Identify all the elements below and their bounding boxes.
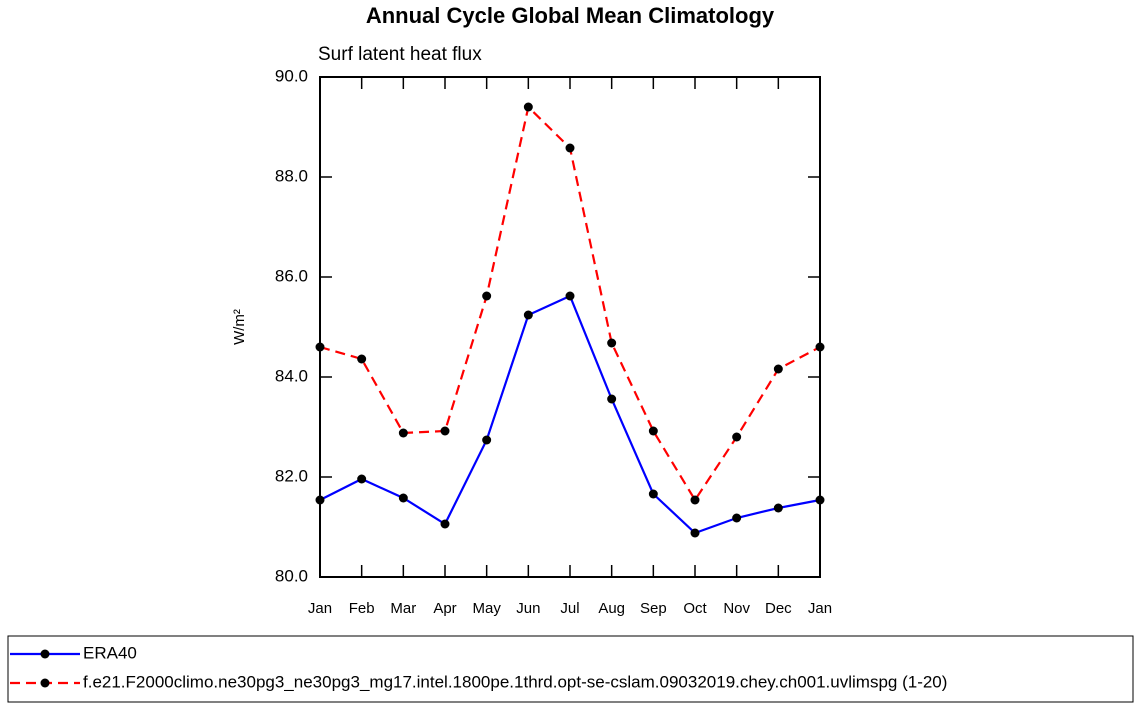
- data-point: [398, 493, 408, 503]
- legend-marker: [40, 678, 50, 688]
- data-point: [523, 102, 533, 112]
- y-tick-label: 84.0: [275, 366, 308, 385]
- data-point: [565, 143, 575, 153]
- y-tick-label: 80.0: [275, 566, 308, 585]
- data-point: [440, 426, 450, 436]
- y-tick-label: 90.0: [275, 66, 308, 85]
- x-tick-label: Dec: [765, 600, 792, 617]
- data-point: [732, 432, 742, 442]
- data-point: [607, 338, 617, 348]
- data-point: [773, 364, 783, 374]
- data-point: [357, 474, 367, 484]
- data-point: [315, 342, 325, 352]
- data-point: [648, 426, 658, 436]
- chart-subtitle: Surf latent heat flux: [318, 44, 482, 65]
- data-point: [565, 291, 575, 301]
- data-point: [482, 291, 492, 301]
- y-tick-label: 82.0: [275, 466, 308, 485]
- data-point: [398, 428, 408, 438]
- data-point: [357, 354, 367, 364]
- y-tick-label: 88.0: [275, 166, 308, 185]
- x-tick-label: Jan: [308, 600, 332, 617]
- series-line: [319, 294, 821, 535]
- data-point: [815, 342, 825, 352]
- x-tick-label: Sep: [640, 600, 667, 617]
- data-point: [732, 513, 742, 523]
- data-point: [815, 495, 825, 505]
- series-line: [319, 104, 821, 503]
- data-point: [773, 503, 783, 513]
- legend-marker: [40, 649, 50, 659]
- legend-label: ERA40: [83, 643, 137, 662]
- x-tick-label: Mar: [390, 600, 416, 617]
- chart-title: Annual Cycle Global Mean Climatology: [366, 3, 775, 28]
- data-point: [440, 519, 450, 529]
- x-tick-label: Aug: [598, 600, 625, 617]
- data-point: [482, 435, 492, 445]
- data-point: [648, 489, 658, 499]
- x-tick-label: Oct: [683, 600, 707, 617]
- data-point: [690, 528, 700, 538]
- data-point: [315, 495, 325, 505]
- data-point: [523, 310, 533, 320]
- data-point: [690, 495, 700, 505]
- x-tick-label: Jun: [516, 600, 540, 617]
- x-tick-label: May: [472, 600, 501, 617]
- x-tick-label: Jul: [560, 600, 579, 617]
- x-tick-label: Apr: [433, 600, 456, 617]
- legend-label: f.e21.F2000climo.ne30pg3_ne30pg3_mg17.in…: [83, 672, 947, 691]
- x-tick-label: Feb: [349, 600, 375, 617]
- legend-box: [7, 635, 1134, 703]
- x-tick-label: Nov: [723, 600, 750, 617]
- y-tick-label: 86.0: [275, 266, 308, 285]
- y-axis-label: W/m²: [231, 309, 248, 345]
- x-tick-label: Jan: [808, 600, 832, 617]
- data-point: [607, 394, 617, 404]
